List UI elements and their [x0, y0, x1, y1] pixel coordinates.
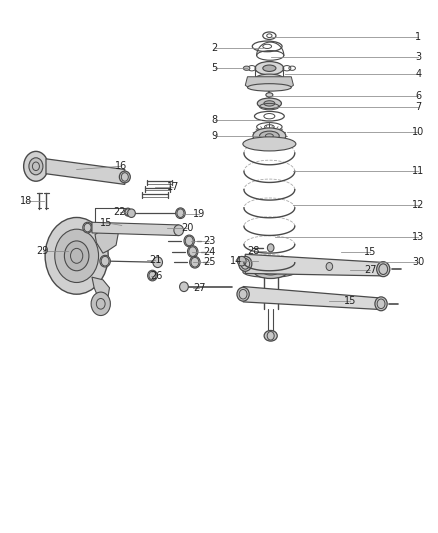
Polygon shape	[245, 77, 293, 87]
Ellipse shape	[184, 235, 194, 247]
Text: 30: 30	[412, 257, 424, 267]
Ellipse shape	[255, 61, 284, 75]
Ellipse shape	[127, 209, 135, 217]
Text: 7: 7	[415, 102, 421, 111]
Text: 1: 1	[415, 33, 421, 42]
Ellipse shape	[264, 101, 275, 106]
Text: 19: 19	[193, 209, 205, 219]
Circle shape	[24, 151, 48, 181]
Circle shape	[55, 229, 99, 282]
Text: 21: 21	[149, 255, 162, 265]
Text: 18: 18	[20, 197, 32, 206]
Text: 27: 27	[193, 283, 205, 293]
Text: 20: 20	[181, 223, 194, 233]
Polygon shape	[92, 277, 110, 304]
Text: 10: 10	[412, 127, 424, 136]
Ellipse shape	[239, 256, 252, 271]
Ellipse shape	[263, 65, 276, 71]
Ellipse shape	[174, 225, 184, 236]
Ellipse shape	[257, 98, 281, 109]
Ellipse shape	[326, 263, 333, 271]
Polygon shape	[245, 254, 383, 276]
Ellipse shape	[377, 262, 390, 277]
Ellipse shape	[187, 246, 198, 257]
Text: 27: 27	[364, 265, 376, 275]
Text: 13: 13	[412, 232, 424, 242]
Ellipse shape	[326, 297, 333, 305]
Text: 12: 12	[412, 200, 424, 210]
Text: 25: 25	[203, 257, 215, 267]
Text: 5: 5	[212, 63, 218, 73]
Ellipse shape	[243, 66, 250, 70]
Ellipse shape	[119, 171, 130, 183]
Polygon shape	[243, 287, 381, 310]
Text: 15: 15	[344, 296, 357, 306]
Circle shape	[45, 217, 108, 294]
Text: 28: 28	[247, 246, 259, 255]
Circle shape	[29, 158, 43, 175]
Text: 11: 11	[412, 166, 424, 175]
Circle shape	[64, 241, 89, 271]
Ellipse shape	[253, 128, 286, 144]
Ellipse shape	[148, 270, 157, 281]
Text: 4: 4	[415, 69, 421, 78]
Ellipse shape	[375, 297, 387, 311]
Polygon shape	[95, 224, 118, 253]
Ellipse shape	[100, 255, 110, 267]
Ellipse shape	[83, 222, 92, 233]
Text: 16: 16	[115, 161, 127, 171]
Text: 17: 17	[167, 182, 179, 191]
Polygon shape	[46, 159, 125, 184]
Ellipse shape	[266, 93, 273, 97]
Text: 6: 6	[415, 91, 421, 101]
Text: 15: 15	[100, 218, 112, 228]
Text: 9: 9	[212, 131, 218, 141]
Ellipse shape	[237, 287, 249, 301]
Text: 23: 23	[203, 237, 215, 246]
Text: 2: 2	[212, 43, 218, 53]
Ellipse shape	[237, 256, 246, 266]
Ellipse shape	[124, 208, 131, 216]
Ellipse shape	[259, 131, 279, 141]
Ellipse shape	[190, 256, 200, 268]
Text: 3: 3	[415, 52, 421, 62]
Circle shape	[91, 292, 110, 316]
Text: 15: 15	[364, 247, 376, 257]
Ellipse shape	[255, 74, 284, 84]
Text: 29: 29	[37, 246, 49, 255]
Ellipse shape	[180, 282, 188, 292]
Ellipse shape	[267, 244, 274, 252]
Ellipse shape	[176, 208, 185, 219]
Text: 14: 14	[230, 256, 242, 266]
Polygon shape	[92, 222, 179, 236]
Ellipse shape	[243, 266, 296, 277]
Ellipse shape	[243, 137, 296, 151]
Text: 26: 26	[151, 271, 163, 280]
Ellipse shape	[153, 257, 162, 268]
Text: 8: 8	[212, 115, 218, 125]
Ellipse shape	[264, 330, 277, 341]
Text: 24: 24	[203, 247, 215, 256]
Ellipse shape	[254, 265, 287, 278]
Text: 22: 22	[113, 207, 126, 216]
Ellipse shape	[247, 84, 291, 91]
